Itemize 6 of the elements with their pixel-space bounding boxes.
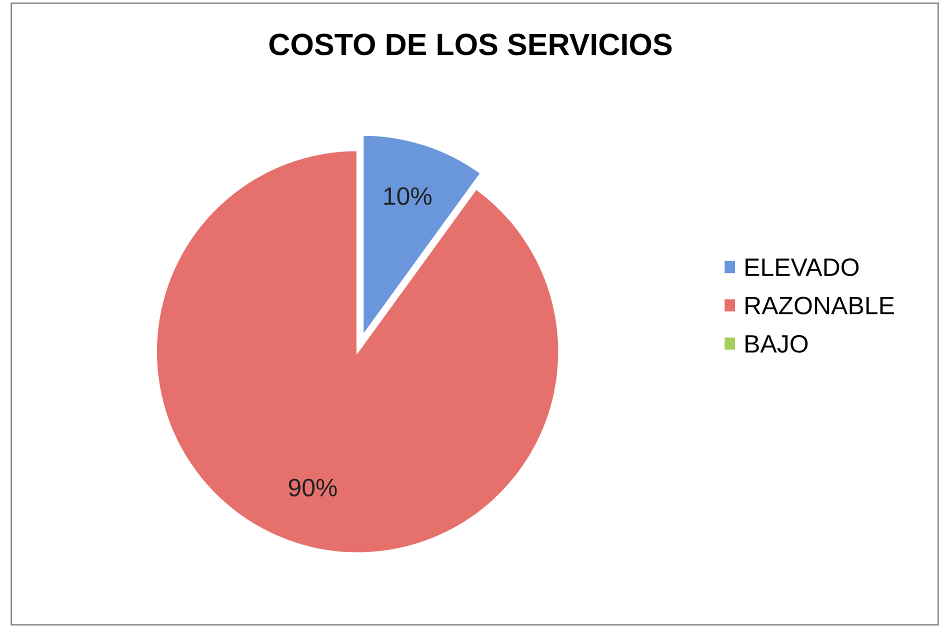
chart-title: COSTO DE LOS SERVICIOS bbox=[269, 34, 672, 56]
legend-label: BAJO bbox=[746, 335, 808, 353]
legend-label: RAZONABLE bbox=[746, 296, 894, 314]
legend-label: ELEVADO bbox=[746, 258, 859, 276]
data-label: 10% bbox=[384, 187, 432, 205]
data-label: 90% bbox=[288, 478, 337, 496]
